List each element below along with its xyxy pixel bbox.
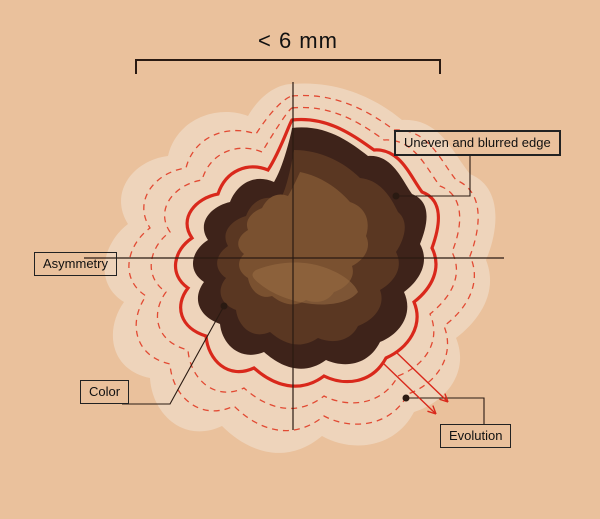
label-uneven-edge: Uneven and blurred edge xyxy=(394,130,561,156)
label-color: Color xyxy=(80,380,129,404)
leader-dots xyxy=(221,193,410,402)
label-evolution: Evolution xyxy=(440,424,511,448)
evolution-arrows xyxy=(384,352,448,414)
size-bracket xyxy=(136,60,440,74)
size-label: < 6 mm xyxy=(258,28,338,54)
label-asymmetry: Asymmetry xyxy=(34,252,117,276)
